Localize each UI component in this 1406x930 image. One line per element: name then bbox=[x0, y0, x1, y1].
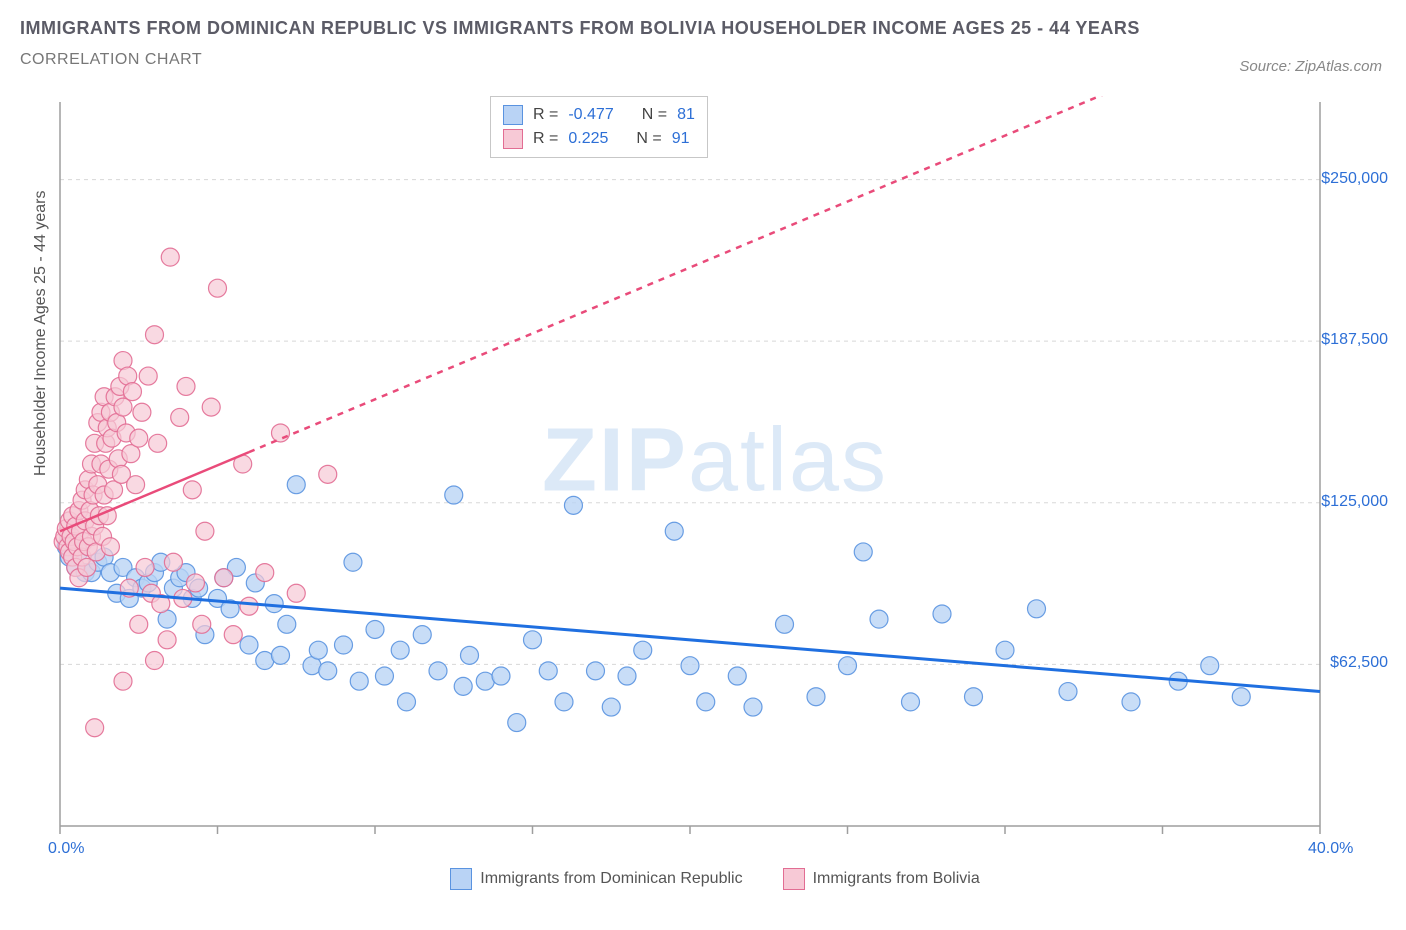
r-value: -0.477 bbox=[568, 106, 613, 124]
n-value: 81 bbox=[677, 106, 695, 124]
y-tick-label: $250,000 bbox=[1321, 170, 1388, 188]
swatch-icon bbox=[783, 868, 805, 890]
x-tick-label: 0.0% bbox=[48, 840, 84, 858]
x-tick-label: 40.0% bbox=[1308, 840, 1353, 858]
source-attribution: Source: ZipAtlas.com bbox=[1239, 58, 1382, 75]
y-axis-label: Householder Income Ages 25 - 44 years bbox=[32, 191, 50, 477]
chart-title: Immigrants from Dominican Republic vs Im… bbox=[20, 18, 1386, 39]
chart-subtitle: Correlation Chart bbox=[20, 51, 1386, 69]
stats-box: R = -0.477 N = 81 R = 0.225 N = 91 bbox=[490, 96, 708, 158]
source-name: ZipAtlas.com bbox=[1295, 58, 1382, 75]
watermark-light: atlas bbox=[688, 410, 888, 510]
chart-frame: Householder Income Ages 25 - 44 years ZI… bbox=[50, 96, 1380, 856]
r-label: R = bbox=[533, 130, 558, 148]
y-tick-label: $187,500 bbox=[1321, 331, 1388, 349]
n-label: N = bbox=[642, 106, 667, 124]
swatch-icon bbox=[503, 105, 523, 125]
r-label: R = bbox=[533, 106, 558, 124]
legend-label: Immigrants from Bolivia bbox=[813, 870, 980, 888]
n-label: N = bbox=[636, 130, 661, 148]
y-tick-label: $125,000 bbox=[1321, 493, 1388, 511]
legend-label: Immigrants from Dominican Republic bbox=[480, 870, 742, 888]
legend-item: Immigrants from Dominican Republic bbox=[450, 868, 742, 890]
legend: Immigrants from Dominican Republic Immigr… bbox=[50, 868, 1380, 890]
watermark-bold: ZIP bbox=[542, 410, 688, 510]
stats-row: R = -0.477 N = 81 bbox=[503, 103, 695, 127]
watermark: ZIPatlas bbox=[542, 409, 888, 512]
r-value: 0.225 bbox=[568, 130, 608, 148]
swatch-icon bbox=[503, 129, 523, 149]
stats-row: R = 0.225 N = 91 bbox=[503, 127, 695, 151]
n-value: 91 bbox=[672, 130, 690, 148]
source-prefix: Source: bbox=[1239, 58, 1295, 75]
legend-item: Immigrants from Bolivia bbox=[783, 868, 980, 890]
y-tick-label: $62,500 bbox=[1330, 654, 1388, 672]
swatch-icon bbox=[450, 868, 472, 890]
